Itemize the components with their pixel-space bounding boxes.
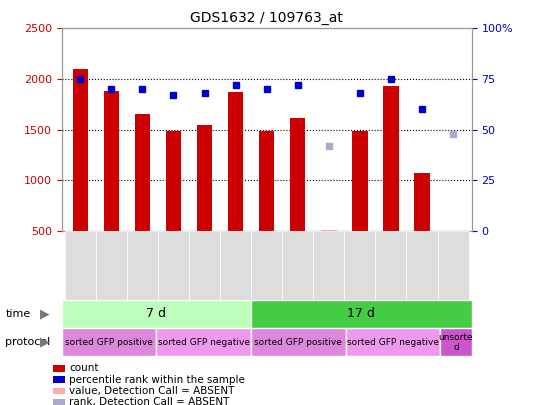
Bar bbox=[437, 231, 468, 300]
Text: ▶: ▶ bbox=[40, 336, 49, 349]
Bar bbox=[344, 231, 375, 300]
Bar bbox=[282, 231, 313, 300]
Bar bbox=[53, 365, 65, 372]
Text: percentile rank within the sample: percentile rank within the sample bbox=[70, 375, 245, 385]
Bar bbox=[127, 231, 158, 300]
Bar bbox=[135, 115, 150, 231]
Bar bbox=[414, 173, 430, 231]
Bar bbox=[406, 231, 437, 300]
Bar bbox=[197, 125, 212, 231]
Bar bbox=[157, 328, 251, 356]
Bar bbox=[53, 388, 65, 394]
Title: GDS1632 / 109763_at: GDS1632 / 109763_at bbox=[190, 11, 343, 25]
Bar bbox=[62, 328, 157, 356]
Bar bbox=[65, 231, 96, 300]
Bar bbox=[72, 69, 88, 231]
Bar bbox=[251, 328, 346, 356]
Bar bbox=[251, 300, 472, 328]
Bar bbox=[440, 328, 472, 356]
Bar bbox=[53, 399, 65, 405]
Bar bbox=[62, 300, 251, 328]
Bar bbox=[290, 118, 306, 231]
Text: unsorte
d: unsorte d bbox=[438, 333, 473, 352]
Text: protocol: protocol bbox=[5, 337, 50, 347]
Bar bbox=[313, 231, 344, 300]
Bar bbox=[228, 92, 243, 231]
Text: sorted GFP negative: sorted GFP negative bbox=[347, 338, 439, 347]
Bar bbox=[220, 231, 251, 300]
Bar bbox=[96, 231, 127, 300]
Text: value, Detection Call = ABSENT: value, Detection Call = ABSENT bbox=[70, 386, 235, 396]
Text: count: count bbox=[70, 363, 99, 373]
Bar bbox=[189, 231, 220, 300]
Bar bbox=[383, 86, 399, 231]
Bar bbox=[166, 130, 181, 231]
Bar bbox=[103, 91, 119, 231]
Bar bbox=[259, 130, 274, 231]
Bar bbox=[158, 231, 189, 300]
Text: sorted GFP negative: sorted GFP negative bbox=[158, 338, 250, 347]
Bar bbox=[352, 130, 368, 231]
Text: rank, Detection Call = ABSENT: rank, Detection Call = ABSENT bbox=[70, 397, 230, 405]
Bar bbox=[375, 231, 406, 300]
Bar bbox=[251, 231, 282, 300]
Text: 7 d: 7 d bbox=[146, 307, 166, 320]
Text: time: time bbox=[5, 309, 31, 319]
Text: ▶: ▶ bbox=[40, 307, 49, 320]
Text: 17 d: 17 d bbox=[347, 307, 375, 320]
Bar bbox=[53, 377, 65, 383]
Text: sorted GFP positive: sorted GFP positive bbox=[254, 338, 342, 347]
Text: sorted GFP positive: sorted GFP positive bbox=[65, 338, 153, 347]
Bar bbox=[346, 328, 440, 356]
Bar bbox=[321, 230, 337, 231]
